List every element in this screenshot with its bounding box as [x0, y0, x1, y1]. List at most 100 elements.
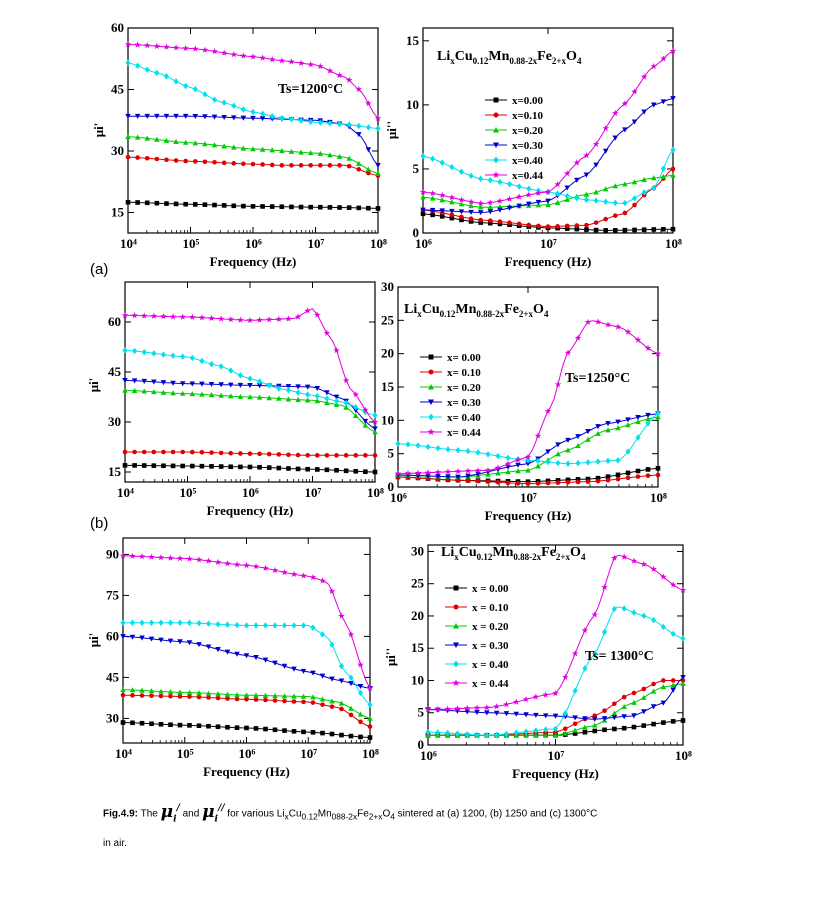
data-point	[168, 722, 173, 728]
data-point	[454, 705, 461, 712]
data-point	[231, 161, 237, 166]
data-point	[343, 468, 349, 474]
data-point	[217, 315, 225, 322]
legend-entry: x=0.40	[512, 155, 544, 167]
legend: x=0.00 x=0.10 x=0.20 x=0.30 x=0.40 x=0.44	[485, 95, 544, 182]
x-tick-label: 10⁴	[115, 746, 132, 761]
data-point	[324, 390, 330, 396]
data-point	[177, 619, 183, 626]
data-point	[475, 471, 481, 477]
data-point	[680, 635, 686, 642]
data-point	[310, 730, 316, 735]
x-axis-label: Frequency (Hz)	[512, 766, 599, 781]
legend-marker	[427, 428, 435, 435]
legend-entry: x= 0.44	[447, 427, 481, 439]
data-point	[564, 349, 572, 356]
series-x=0.00	[420, 211, 676, 233]
data-point	[172, 44, 180, 51]
data-point	[555, 451, 561, 457]
data-point	[334, 397, 340, 405]
data-point	[455, 446, 461, 454]
data-point	[582, 724, 588, 730]
data-point	[525, 191, 533, 198]
data-point	[563, 170, 571, 177]
data-point	[680, 680, 686, 687]
data-point	[353, 453, 359, 458]
data-point	[585, 436, 591, 442]
data-point	[575, 442, 581, 448]
series-line	[422, 50, 674, 204]
data-point	[615, 457, 621, 464]
data-point	[209, 450, 214, 455]
data-point	[269, 162, 275, 168]
data-point	[209, 464, 214, 469]
data-point	[644, 344, 652, 351]
data-point	[257, 451, 262, 457]
data-point	[496, 197, 504, 204]
legend-marker	[493, 97, 499, 103]
data-point	[241, 203, 246, 209]
data-point	[475, 449, 481, 456]
data-point	[131, 378, 138, 384]
data-point	[211, 48, 218, 55]
data-point	[395, 440, 401, 447]
y-tick-label: 30	[106, 710, 119, 725]
data-point	[372, 429, 378, 435]
data-point	[308, 204, 313, 210]
data-point	[612, 135, 619, 141]
data-point	[192, 85, 198, 93]
data-point	[160, 313, 167, 320]
data-point	[168, 693, 173, 699]
data-point	[240, 115, 247, 121]
legend-marker	[428, 413, 434, 421]
data-point	[593, 197, 599, 204]
legend-marker	[453, 642, 459, 648]
data-point	[291, 666, 297, 672]
data-point	[173, 138, 179, 144]
data-point	[269, 147, 275, 153]
data-point	[281, 622, 288, 629]
data-point	[670, 719, 676, 724]
data-point	[365, 100, 372, 107]
data-point	[209, 360, 215, 368]
data-point	[158, 688, 164, 694]
x-tick-label: 10⁶	[245, 236, 262, 251]
data-point	[192, 140, 199, 146]
data-point	[593, 227, 599, 233]
data-point	[294, 313, 302, 320]
data-point	[208, 314, 215, 321]
data-point	[173, 201, 179, 207]
data-point	[565, 437, 571, 443]
data-point	[468, 172, 474, 180]
data-point	[525, 461, 531, 467]
data-point	[562, 673, 569, 680]
data-point	[140, 312, 148, 319]
data-point	[632, 195, 638, 202]
data-point	[218, 464, 224, 469]
data-point	[319, 631, 326, 638]
data-point	[327, 205, 333, 210]
data-point	[493, 703, 500, 710]
data-point	[613, 213, 618, 218]
data-point	[622, 199, 628, 207]
data-point	[304, 397, 311, 403]
data-point	[192, 113, 199, 120]
data-point	[612, 183, 619, 189]
data-point	[125, 133, 131, 139]
data-point	[429, 189, 436, 197]
data-point	[603, 198, 609, 205]
data-point	[202, 202, 208, 207]
data-point	[564, 192, 570, 200]
data-point	[565, 477, 571, 483]
data-point	[635, 468, 641, 474]
data-point	[552, 689, 559, 697]
data-point	[282, 698, 287, 704]
legend-marker	[493, 112, 499, 118]
data-point	[134, 113, 141, 119]
data-point	[288, 115, 294, 123]
data-point	[346, 155, 352, 161]
data-point	[234, 696, 240, 702]
series-x=0.44	[419, 47, 677, 207]
data-point	[478, 175, 484, 182]
data-point	[237, 393, 244, 399]
